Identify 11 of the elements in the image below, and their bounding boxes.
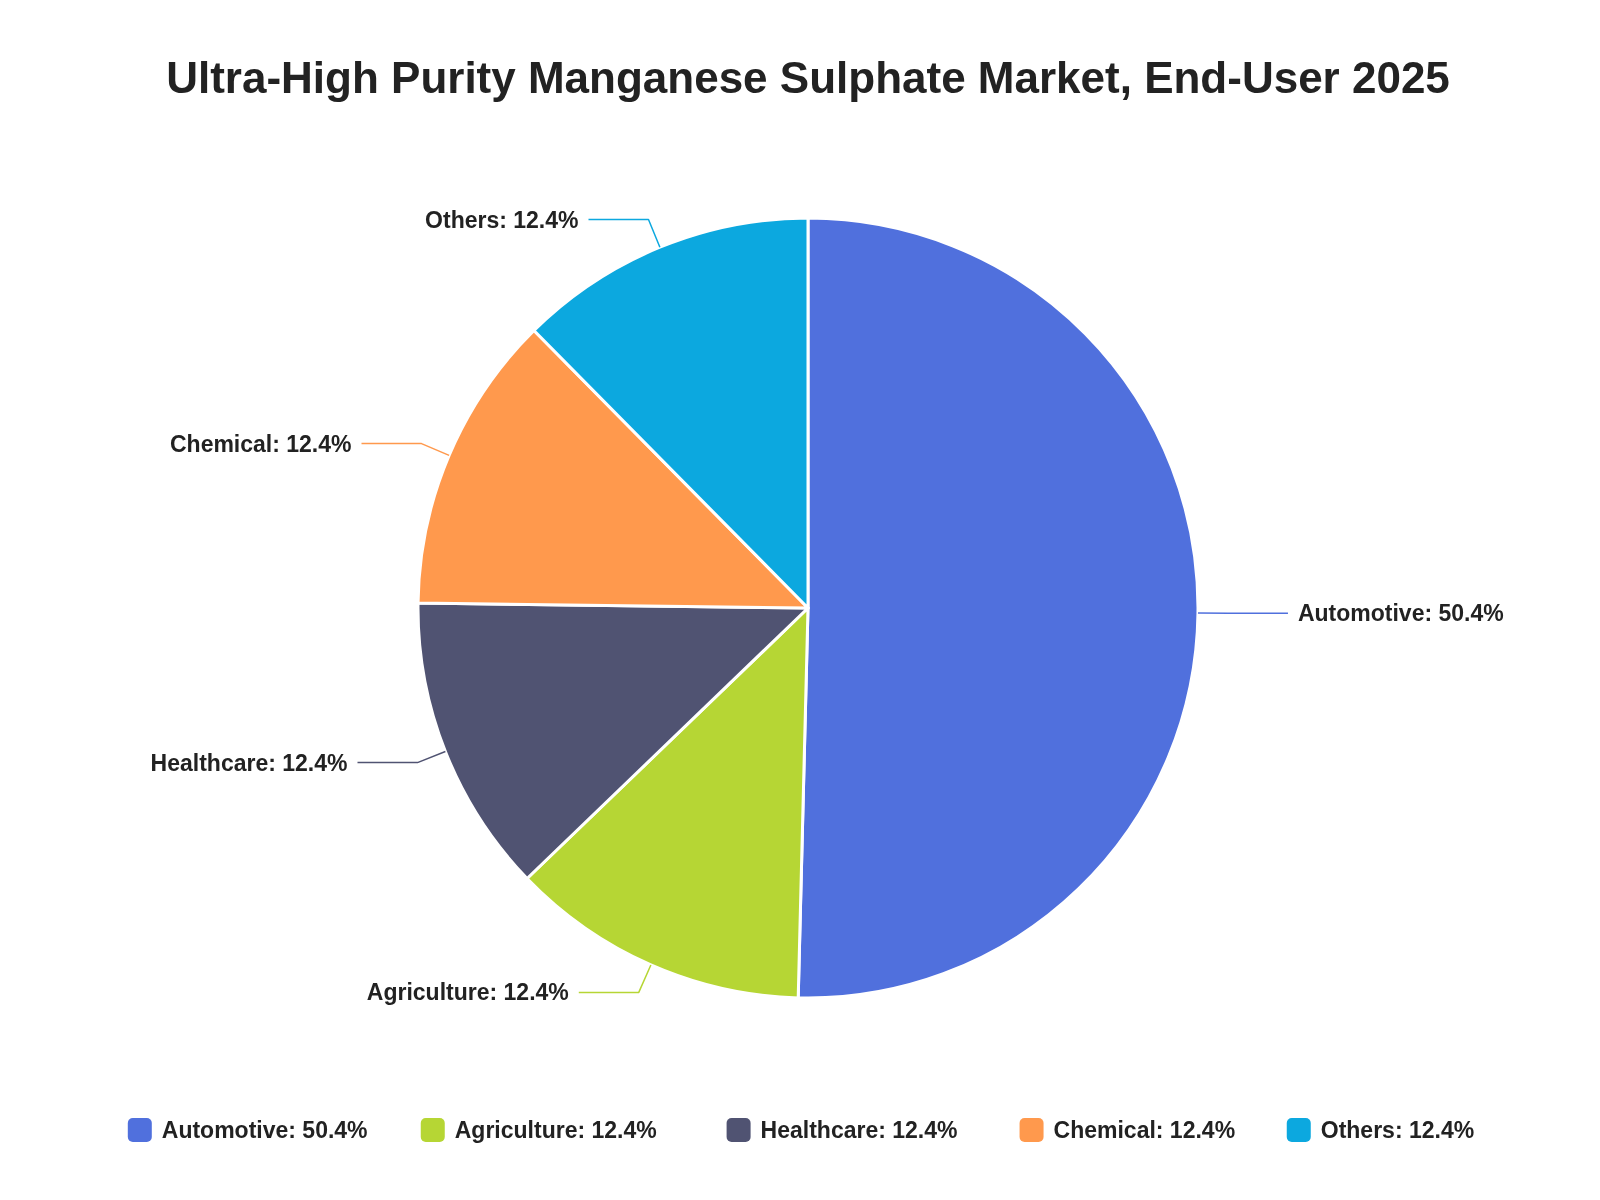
legend-label: Healthcare: 12.4%: [760, 1117, 958, 1144]
chart-title: Ultra-High Purity Manganese Sulphate Market, End-User 2025: [166, 53, 1450, 102]
slice-label: Automotive: 50.4%: [1297, 600, 1504, 627]
legend-label: Automotive: 50.4%: [161, 1117, 368, 1144]
legend-label: Others: 12.4%: [1320, 1117, 1475, 1144]
slice-label: Healthcare: 12.4%: [150, 749, 348, 776]
slice-label: Agriculture: 12.4%: [366, 979, 569, 1006]
legend-label: Chemical: 12.4%: [1053, 1117, 1236, 1144]
legend-label: Agriculture: 12.4%: [454, 1117, 657, 1144]
slice-label: Chemical: 12.4%: [169, 430, 352, 457]
slice-label: Others: 12.4%: [425, 206, 579, 233]
